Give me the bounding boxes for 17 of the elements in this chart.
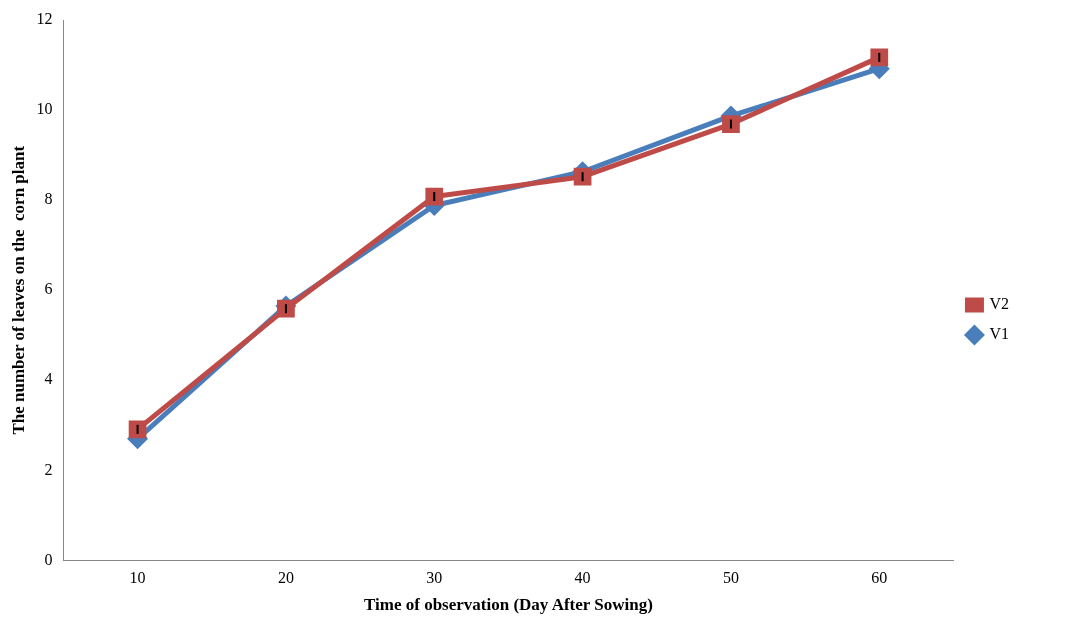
y-axis-title: The number of leaves on the corn plant	[8, 145, 28, 435]
y-tick-label: 6	[44, 280, 53, 298]
x-tick-label: 40	[574, 569, 591, 587]
x-tick-label: 30	[426, 569, 443, 587]
y-tick-label: 8	[44, 190, 53, 208]
y-tick-label: 2	[44, 460, 53, 478]
x-tick-label: 50	[722, 569, 739, 587]
x-axis-title: Time of observation (Day After Sowing)	[364, 595, 653, 615]
y-tick-label: 4	[44, 370, 53, 388]
legend-label: V1	[989, 325, 1010, 343]
y-tick-label: 10	[36, 100, 53, 118]
y-tick-label: 0	[44, 550, 53, 568]
x-tick-label: 10	[129, 569, 146, 587]
legend-label: V2	[989, 295, 1010, 313]
x-tick-label: 60	[871, 569, 888, 587]
y-tick-label: 12	[36, 10, 53, 28]
x-tick-label: 20	[277, 569, 294, 587]
